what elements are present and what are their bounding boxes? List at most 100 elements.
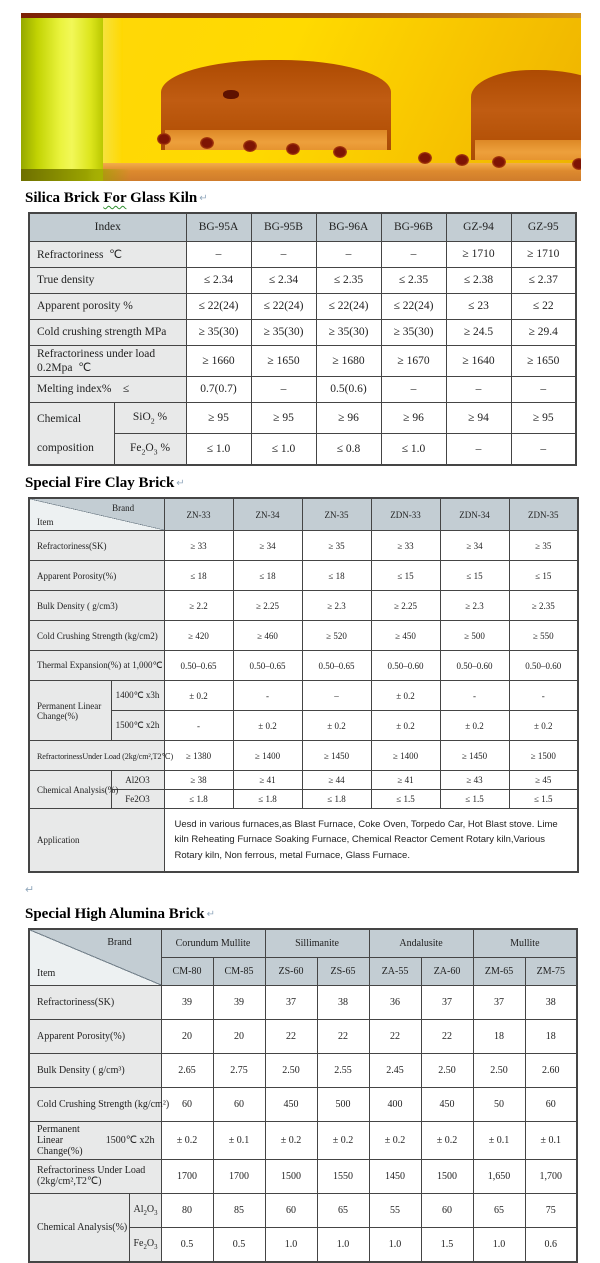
data-cell: ≥ 95 [185,401,252,434]
data-cell: ≤ 18 [232,560,303,591]
row-label: Application [28,808,165,873]
data-cell: ≥ 35(30) [315,318,382,346]
photo-burner-hole [333,146,347,158]
corner-item-label: Item [37,968,56,980]
data-cell: ≤ 2.34 [185,266,252,294]
data-cell: ≤ 1.8 [163,789,234,809]
data-cell: - [439,680,510,711]
data-cell: 39 [212,984,266,1020]
photo-burner-hole [157,133,171,145]
column-header: GZ-95 [510,212,577,242]
column-header: CM-85 [212,956,266,986]
data-cell: 2.45 [368,1052,422,1088]
column-header: Andalusite [368,928,474,958]
data-cell: ≥ 45 [508,770,579,790]
data-cell: ≤ 1.5 [508,789,579,809]
table-row: Melting index% ≤0.7(0.7) –0.5(0.6) – – – [28,375,577,403]
data-cell: 60 [524,1086,578,1122]
data-cell: 37 [472,984,526,1020]
data-cell: 2.50 [264,1052,318,1088]
column-header: ZN-35 [301,497,372,531]
photo-floor-band [103,163,581,181]
data-cell: ≤ 15 [439,560,510,591]
data-cell: ≥ 1400 [232,740,303,771]
data-cell: ≥ 1400 [370,740,441,771]
data-cell: ≥ 550 [508,620,579,651]
heading-text: Special High Alumina Brick [25,906,205,922]
document-page: Silica Brick For Glass Kiln ↵ Index BG-95A… [0,13,600,1263]
table-row: Bulk Density ( g/cm³) 2.65 2.75 2.50 2.55 2.4… [28,1052,578,1088]
data-cell: ≥ 2.35 [508,590,579,621]
row-label: Al2O3 [128,1192,162,1228]
row-label: Refractoriness(SK) [28,530,165,561]
data-cell: 22 [316,1018,370,1054]
column-header: Sillimanite [264,928,370,958]
data-cell: ≤ 22(24) [185,292,252,320]
data-cell: ≥ 43 [439,770,510,790]
table-row: Apparent Porosity(%) 20 20 22 22 22 22 18 18 [28,1018,578,1054]
paragraph-return-mark: ↵ [25,884,35,896]
kiln-interior-photo [21,13,581,181]
data-cell: ≥ 35 [508,530,579,561]
data-cell: ≤ 22(24) [250,292,317,320]
data-cell: 37 [420,984,474,1020]
data-cell: 60 [264,1192,318,1228]
data-cell: – [380,375,447,403]
row-label: Fe2O3 % [113,432,187,466]
photo-top-edge [21,13,581,18]
data-cell: 80 [160,1192,214,1228]
data-cell: 450 [420,1086,474,1122]
column-header: ZN-33 [163,497,234,531]
data-cell: ≥ 33 [163,530,234,561]
data-cell: ± 0.2 [508,710,579,741]
high-alumina-brick-table-grid: Brand Item Corundum Mullite Sillimanite Anda… [28,927,579,1263]
data-cell: ± 0.2 [264,1120,318,1160]
data-cell: – [510,375,577,403]
row-label: Chemical Analysis(%) [28,770,118,809]
row-label: SiO2 % [113,401,187,434]
data-cell: 0.6 [524,1226,578,1263]
column-header: ZM-75 [524,956,578,986]
table-row: Chemical Analysis(%) Al2O3 ≥ 38 ≥ 41 ≥ 44 ≥ 4… [28,770,579,809]
section-heading-high-alumina-brick: Special High Alumina Brick ↵ [25,905,600,924]
column-header: GZ-94 [445,212,512,242]
data-cell: 0.50–0.65 [301,650,372,681]
data-cell: ≤ 15 [508,560,579,591]
data-cell: ≥ 1650 [250,344,317,377]
data-cell: ≥ 1710 [510,240,577,268]
section-heading-silica-brick: Silica Brick For Glass Kiln ↵ [25,189,600,208]
table-row: RefractorinessUnder Load (2kg/cm²,T2℃) ≥ … [28,740,579,771]
photo-arch-sill [165,130,387,150]
column-header: ZDN-33 [370,497,441,531]
data-cell: 20 [212,1018,266,1054]
data-cell: ≤ 1.0 [185,432,252,466]
data-cell: 75 [524,1192,578,1228]
fire-clay-brick-table-grid: Brand Item ZN-33 ZN-34 ZN-35 ZDN-33 ZDN-34 ZDN-… [28,497,579,873]
return-mark-icon: ↵ [206,909,216,920]
data-cell: ± 0.2 [368,1120,422,1160]
photo-burner-hole [572,158,581,170]
row-label: Refractoriness under load 0.2Mpa ℃ [28,344,187,377]
table-row: Apparent Porosity(%) ≤ 18 ≤ 18 ≤ 18 ≤ 15 ≤ 15… [28,560,579,591]
table-row: Brand Item Corundum Mullite Sillimanite Anda… [28,928,578,986]
row-label: Melting index% ≤ [28,375,187,403]
data-cell: 18 [524,1018,578,1054]
table-row: Bulk Density ( g/cm3) ≥ 2.2 ≥ 2.25 ≥ 2.3 ≥ 2… [28,590,579,621]
table-row: Thermal Expansion(%) at 1,000℃ 0.50–0.65 0… [28,650,579,681]
data-cell: 20 [160,1018,214,1054]
data-cell: ± 0.1 [524,1120,578,1160]
data-cell: ± 0.1 [472,1120,526,1160]
data-cell: ≥ 41 [370,770,441,790]
table-row: Cold crushing strength MPa ≥ 35(30) ≥ 35(3… [28,318,577,346]
column-header: ZN-34 [232,497,303,531]
column-header: BG-95A [185,212,252,242]
data-cell: 36 [368,984,422,1020]
data-cell: ≥ 1680 [315,344,382,377]
data-cell: 2.50 [472,1052,526,1088]
table-row: Cold Crushing Strength (kg/cm²) 60 60 450 50… [28,1086,578,1122]
table-row: Refractoriness(SK) ≥ 33 ≥ 34 ≥ 35 ≥ 33 ≥ 34 ≥ … [28,530,579,561]
data-cell: ≥ 420 [163,620,234,651]
column-header: Index [28,212,187,242]
data-cell: 0.5(0.6) [315,375,382,403]
data-cell: ≥ 1670 [380,344,447,377]
